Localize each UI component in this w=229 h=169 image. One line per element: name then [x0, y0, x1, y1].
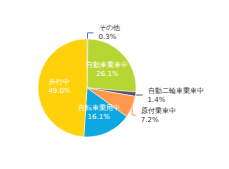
svg-text:自動車乗車中: 自動車乗車中 [86, 61, 128, 69]
svg-text:その他: その他 [99, 24, 120, 32]
svg-text:7.2%: 7.2% [141, 116, 159, 124]
svg-text:自転車乗用中: 自転車乗用中 [78, 104, 120, 112]
svg-text:原付乗車中: 原付乗車中 [141, 107, 176, 115]
svg-text:0.3%: 0.3% [99, 33, 117, 41]
svg-text:自動二輪車乗車中: 自動二輪車乗車中 [148, 87, 204, 95]
svg-text:16.1%: 16.1% [88, 113, 111, 121]
svg-text:歩行中: 歩行中 [49, 78, 70, 86]
svg-text:49.0%: 49.0% [48, 87, 71, 95]
svg-text:1.4%: 1.4% [148, 96, 166, 104]
svg-text:26.1%: 26.1% [96, 70, 119, 78]
